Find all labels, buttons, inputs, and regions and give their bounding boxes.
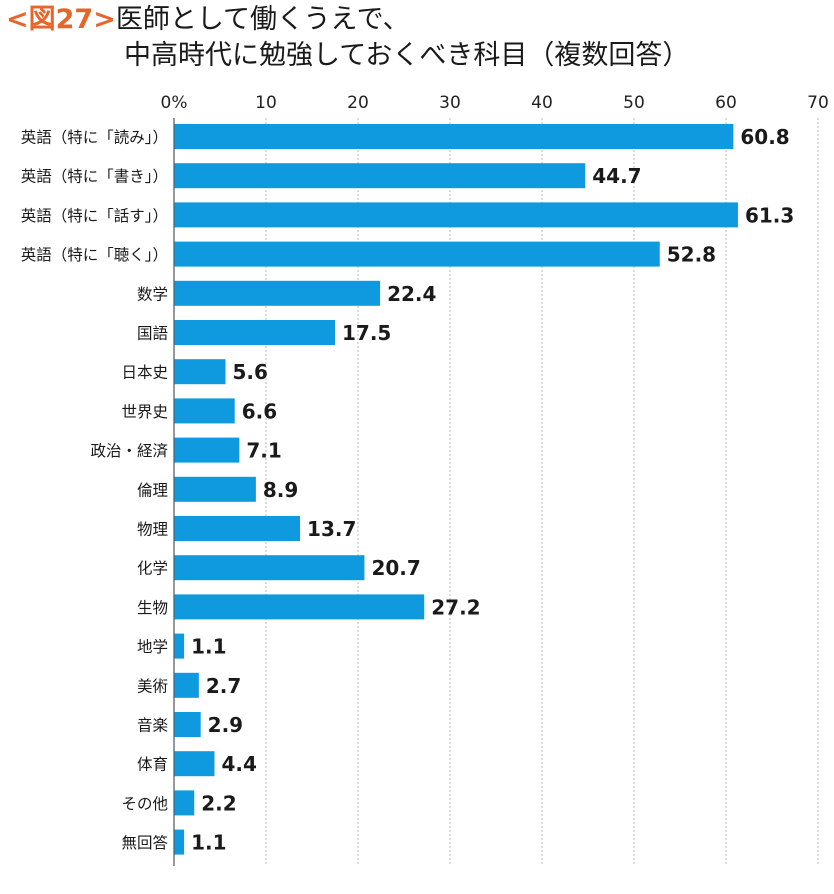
data-label: 2.7 bbox=[206, 674, 241, 698]
bar bbox=[174, 594, 425, 620]
x-tick-label: 70 bbox=[807, 93, 829, 113]
category-label: その他 bbox=[121, 795, 168, 813]
bar bbox=[174, 437, 240, 463]
data-label: 22.4 bbox=[387, 282, 436, 306]
chart-title: <図27>医師として働くうえで、 中高時代に勉強しておくべき科目（複数回答） bbox=[6, 2, 826, 82]
bar bbox=[174, 555, 365, 581]
category-label: 倫理 bbox=[137, 481, 168, 499]
category-label: 無回答 bbox=[121, 834, 168, 852]
data-label: 2.9 bbox=[208, 713, 243, 737]
data-label: 5.6 bbox=[233, 360, 268, 384]
category-label: 英語（特に「読み」） bbox=[21, 129, 168, 147]
bar bbox=[174, 320, 335, 345]
category-label: 日本史 bbox=[121, 364, 168, 382]
x-tick-label: 10 bbox=[255, 93, 277, 113]
bar bbox=[174, 359, 226, 385]
category-label: 美術 bbox=[137, 677, 168, 695]
chart-title-text-1: 医師として働くうえで、 bbox=[115, 4, 410, 35]
category-label: 地学 bbox=[137, 638, 168, 656]
bar bbox=[174, 633, 185, 659]
category-label: 英語（特に「話す」） bbox=[21, 207, 168, 225]
x-tick-label: 20 bbox=[347, 93, 369, 113]
category-label: 数学 bbox=[137, 285, 168, 303]
category-label: 世界史 bbox=[121, 403, 168, 421]
bar bbox=[174, 751, 215, 777]
data-label: 7.1 bbox=[246, 439, 281, 463]
data-label: 1.1 bbox=[191, 635, 226, 659]
x-tick-label: 0% bbox=[161, 93, 188, 113]
chart-bars bbox=[174, 124, 738, 855]
figure-number-tag: <図27> bbox=[6, 4, 116, 35]
bar bbox=[174, 398, 235, 424]
bar bbox=[174, 516, 301, 541]
bar bbox=[174, 163, 586, 189]
chart-title-line-1: <図27>医師として働くうえで、 bbox=[6, 4, 410, 36]
x-tick-label: 40 bbox=[531, 93, 553, 113]
bar bbox=[174, 476, 256, 502]
x-axis-tick-labels: 0% 10 20 30 40 50 60 70 bbox=[161, 93, 829, 113]
data-label: 1.1 bbox=[191, 831, 226, 855]
bar bbox=[174, 712, 201, 737]
category-label: 英語（特に「聴く」） bbox=[21, 246, 168, 264]
category-label: 英語（特に「書き」） bbox=[21, 168, 168, 186]
bar bbox=[174, 241, 660, 267]
data-label: 8.9 bbox=[263, 478, 298, 502]
category-label: 国語 bbox=[137, 325, 168, 343]
category-labels: 英語（特に「読み」） 英語（特に「書き」） 英語（特に「話す」） 英語（特に「聴く」）… bbox=[21, 129, 169, 853]
data-label: 60.8 bbox=[740, 125, 789, 149]
category-label: 政治・経済 bbox=[90, 442, 168, 460]
bar bbox=[174, 124, 734, 149]
data-label: 20.7 bbox=[371, 556, 420, 580]
bar bbox=[174, 790, 195, 816]
chart-title-line-2: 中高時代に勉強しておくべき科目（複数回答） bbox=[124, 40, 690, 71]
bar bbox=[174, 672, 199, 698]
category-label: 物理 bbox=[137, 521, 168, 539]
data-label: 4.4 bbox=[221, 752, 256, 776]
category-label: 音楽 bbox=[137, 717, 168, 735]
category-label: 化学 bbox=[137, 560, 168, 578]
bar bbox=[174, 829, 185, 855]
category-label: 体育 bbox=[137, 756, 168, 774]
x-tick-label: 60 bbox=[715, 93, 737, 113]
bar bbox=[174, 202, 738, 228]
data-label: 27.2 bbox=[431, 595, 480, 619]
bar bbox=[174, 280, 381, 306]
x-tick-label: 50 bbox=[623, 93, 645, 113]
data-label: 2.2 bbox=[201, 791, 236, 815]
data-label: 52.8 bbox=[667, 243, 716, 267]
category-label: 生物 bbox=[137, 599, 168, 617]
data-label: 13.7 bbox=[307, 517, 356, 541]
data-label: 6.6 bbox=[242, 399, 277, 423]
x-tick-label: 30 bbox=[439, 93, 461, 113]
data-label: 44.7 bbox=[592, 164, 641, 188]
value-labels: 60.8 44.7 61.3 52.8 22.4 17.5 5.6 6.6 7.1 8.9 13.7… bbox=[191, 125, 794, 855]
data-label: 17.5 bbox=[342, 321, 391, 345]
data-label: 61.3 bbox=[745, 203, 794, 227]
